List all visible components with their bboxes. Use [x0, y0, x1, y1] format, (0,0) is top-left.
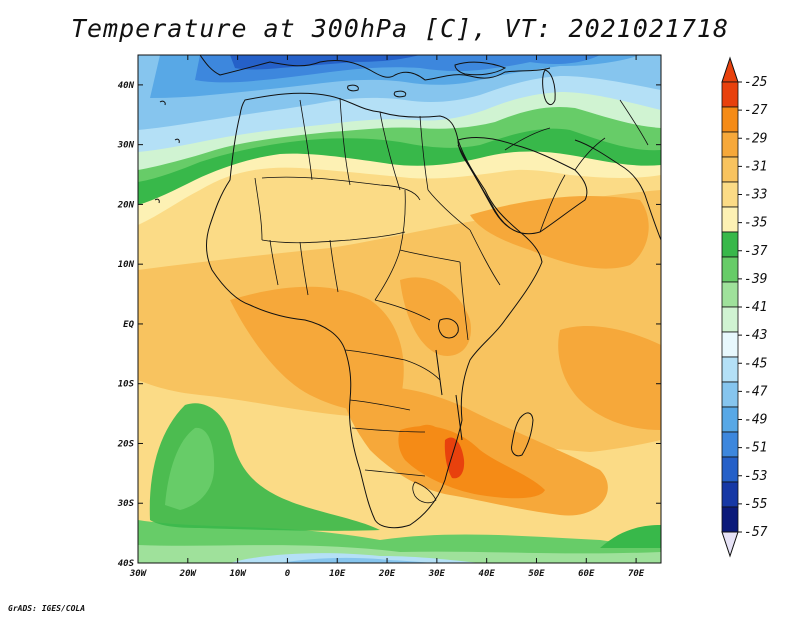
colorbar-swatch [721, 256, 739, 283]
colorbar-label: -31 [744, 159, 767, 174]
colorbar-swatch [721, 231, 739, 258]
lat-label: 30N [117, 141, 135, 151]
colorbar-top-arrow [721, 56, 739, 83]
map-frame [137, 54, 662, 564]
colorbar-label: -45 [744, 356, 768, 371]
colorbar-label: -49 [744, 413, 767, 428]
colorbar-label: -43 [744, 328, 767, 343]
colorbar-label: -53 [744, 469, 767, 484]
lon-label: 50E [528, 569, 545, 579]
map-title: Temperature at 300hPa [C], VT: 202102171… [70, 14, 730, 43]
colorbar-label: -39 [744, 272, 767, 287]
lat-label: 10N [118, 260, 135, 270]
lat-label: 20S [117, 439, 135, 449]
colorbar-swatch [721, 81, 739, 108]
colorbar-swatch [721, 356, 739, 383]
colorbar-swatch [721, 131, 739, 158]
lon-label: 10W [229, 569, 247, 579]
lon-label: 40E [479, 569, 496, 579]
colorbar-swatch [721, 281, 739, 308]
colorbar-label: -27 [744, 103, 768, 118]
colorbar-swatch [721, 481, 739, 508]
africa-coastline [206, 92, 543, 529]
lon-label: 10E [329, 569, 346, 579]
colorbar-swatch [721, 381, 739, 408]
temperature-field [138, 55, 661, 563]
colorbar-label: -51 [744, 441, 767, 456]
coastlines [154, 55, 661, 529]
lon-label: 60E [578, 569, 595, 579]
latitude-axis: 40N 30N 20N 10N EQ 10S 20S 30S 40S [117, 81, 661, 569]
colorbar-label: -57 [744, 525, 768, 540]
colorbar-label: -37 [744, 244, 768, 259]
colorbar-label: -35 [744, 216, 768, 231]
colorbar-swatch [721, 106, 739, 133]
lon-label: 0 [285, 569, 291, 579]
lat-label: 30S [117, 499, 135, 509]
colorbar-swatch [721, 181, 739, 208]
colorbar-swatch [721, 406, 739, 433]
lat-label: 10S [118, 380, 135, 390]
lat-label: 40N [118, 81, 135, 91]
lon-label: 30W [129, 569, 148, 579]
country-borders [254, 97, 649, 504]
madagascar-coastline [511, 412, 534, 457]
longitude-axis: 30W 20W 10W 0 10E 20E 30E 40E 50E 60E 70E [129, 55, 645, 579]
caspian-sea-coastline [542, 69, 556, 106]
colorbar-bottom-arrow [721, 531, 739, 558]
colorbar-label: -55 [744, 497, 768, 512]
colorbar: -25 -27 -29 -31 -33 -35 -37 -39 -41 -43 -45 -47 -49 -… [721, 56, 768, 558]
colorbar-swatch [721, 506, 739, 533]
colorbar-swatch [721, 206, 739, 233]
lake-victoria [438, 318, 459, 339]
europe-coastline [199, 55, 551, 81]
lon-label: 70E [628, 569, 645, 579]
lat-label: EQ [123, 320, 134, 330]
colorbar-label: -25 [744, 75, 768, 90]
grads-credit: GrADS: IGES/COLA [8, 604, 86, 613]
colorbar-label: -33 [744, 188, 767, 203]
lon-label: 20E [378, 569, 396, 579]
colorbar-swatch [721, 431, 739, 458]
lon-label: 20W [179, 569, 198, 579]
red-sea-coastline [457, 144, 511, 229]
colorbar-label: -41 [744, 300, 767, 315]
asia-coastline [574, 139, 661, 241]
colorbar-label: -47 [744, 384, 768, 399]
colorbar-swatch [721, 456, 739, 483]
colorbar-label: -29 [744, 131, 767, 146]
lat-label: 40S [118, 559, 135, 569]
colorbar-swatch [721, 306, 739, 333]
colorbar-swatch [721, 156, 739, 183]
lon-label: 30E [428, 569, 446, 579]
colorbar-swatch [721, 331, 739, 358]
lat-label: 20N [117, 200, 135, 210]
black-sea-coastline [454, 61, 507, 76]
